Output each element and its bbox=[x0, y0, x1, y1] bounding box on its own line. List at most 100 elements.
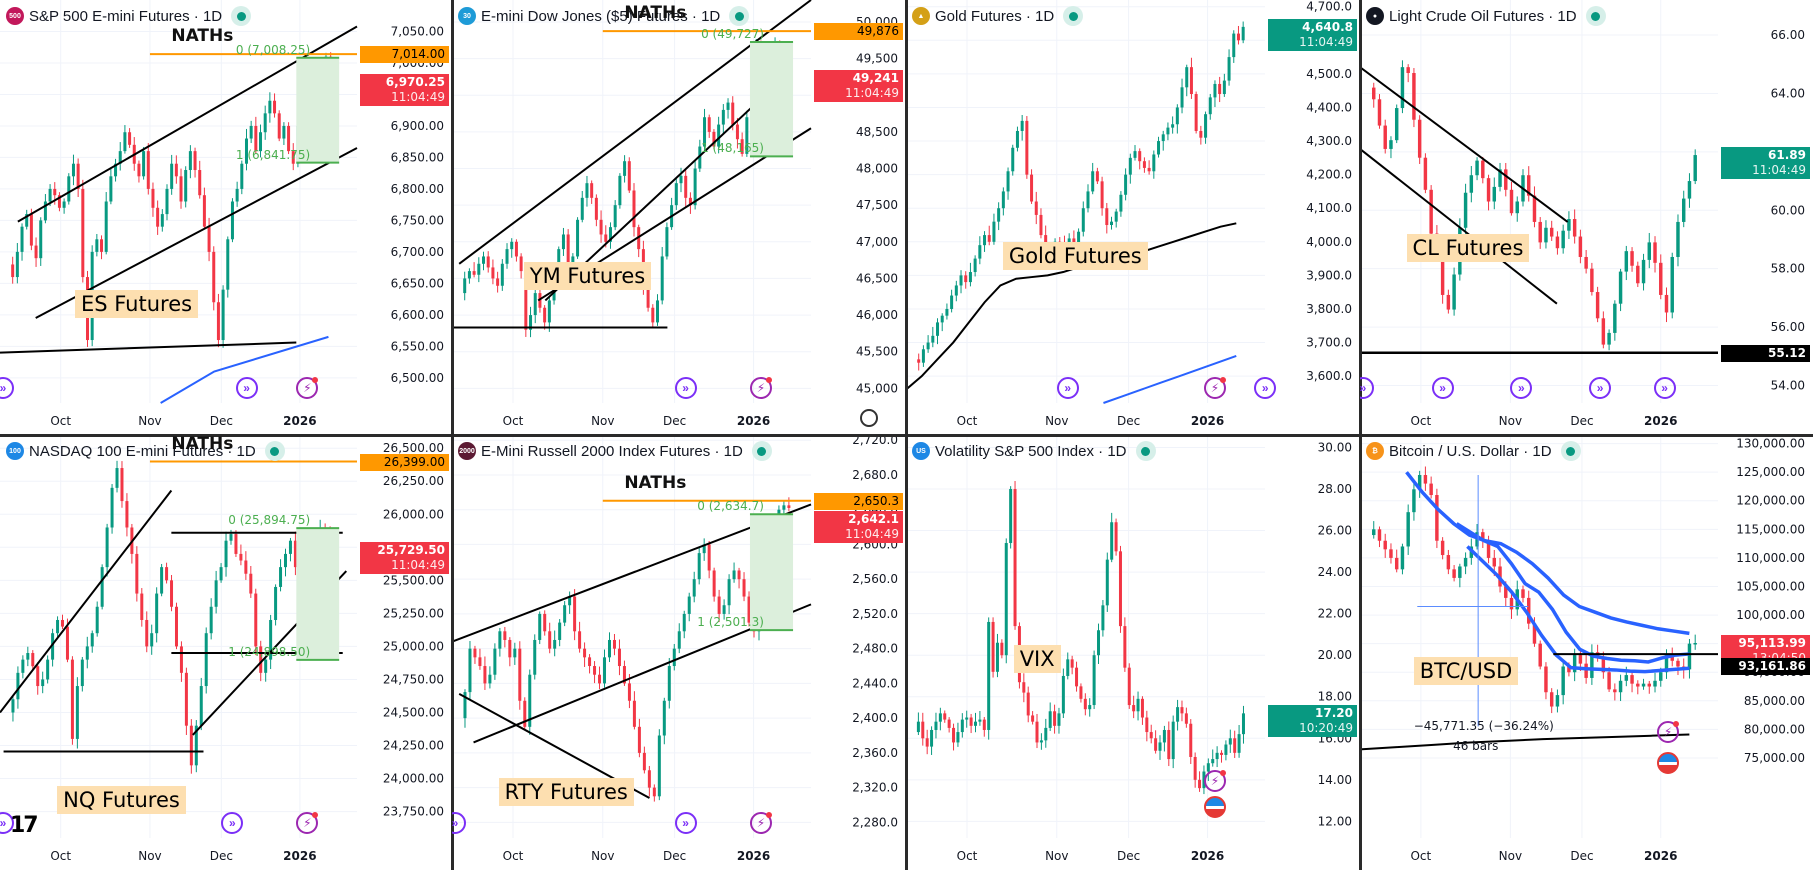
bar-countdown: 11:04:49 bbox=[845, 85, 899, 100]
symbol-title[interactable]: Light Crude Oil Futures · 1D bbox=[1389, 7, 1577, 25]
svg-text:4,300.0: 4,300.0 bbox=[1306, 134, 1352, 148]
replay-icon[interactable]: » bbox=[1510, 377, 1533, 399]
price-chart-ym[interactable]: 50,00049,50049,00048,50048,00047,50047,0… bbox=[452, 0, 906, 435]
svg-text:60.00: 60.00 bbox=[1771, 203, 1805, 217]
symbol-title[interactable]: E-mini Dow Jones ($5) Futures · 1D bbox=[481, 7, 721, 25]
chart-panel-es[interactable]: 0 (7,008.25) 1 (6,841.75)7,050.007,000.00… bbox=[0, 0, 452, 435]
symbol-legend[interactable]: 100 NASDAQ 100 E-mini Futures · 1D bbox=[6, 441, 285, 461]
symbol-title[interactable]: Bitcoin / U.S. Dollar · 1D bbox=[1389, 442, 1552, 460]
replay-icon[interactable]: » bbox=[674, 377, 697, 399]
price-chart-rty[interactable]: 2,720.02,680.02,640.02,600.02,560.02,520… bbox=[452, 435, 906, 870]
symbol-logo-icon: ● bbox=[1366, 7, 1384, 25]
symbol-legend[interactable]: 500 S&P 500 E-mini Futures · 1D bbox=[6, 6, 252, 26]
svg-text:48,500: 48,500 bbox=[856, 125, 898, 139]
fib-level-1-label: 1 (48,165) bbox=[701, 141, 764, 156]
symbol-logo-icon: 500 bbox=[6, 7, 24, 25]
svg-text:2026: 2026 bbox=[1191, 849, 1224, 863]
chart-panel-gc[interactable]: 4,700.04,600.04,500.04,400.04,300.04,200… bbox=[906, 0, 1360, 435]
us-flag-icon[interactable] bbox=[1657, 752, 1680, 775]
replay-icon[interactable]: » bbox=[1431, 377, 1454, 399]
svg-text:110,000.00: 110,000.00 bbox=[1736, 551, 1805, 565]
symbol-legend[interactable]: US Volatility S&P 500 Index · 1D bbox=[912, 441, 1156, 461]
naths-label: NATHs bbox=[171, 26, 234, 47]
replay-icon[interactable]: » bbox=[1360, 377, 1374, 399]
replay-icon[interactable]: » bbox=[235, 377, 258, 399]
chart-panel-rty[interactable]: 0 (2,634.7)1 (2,501.3)2,720.02,680.02,64… bbox=[452, 435, 906, 870]
us-flag-icon[interactable] bbox=[1203, 796, 1226, 818]
price-chart-vix[interactable]: 30.0028.0026.0024.0022.0020.0018.0016.00… bbox=[906, 435, 1360, 870]
replay-icon[interactable]: » bbox=[1589, 377, 1612, 399]
horizontal-line-price-tag: 55.12 bbox=[1721, 344, 1810, 362]
svg-text:Oct: Oct bbox=[50, 414, 71, 428]
chart-annotation-label: ES Futures bbox=[74, 290, 199, 319]
replay-icon[interactable]: » bbox=[1653, 377, 1676, 399]
svg-text:3,700.0: 3,700.0 bbox=[1306, 336, 1352, 350]
last-price-value: 6,970.25 bbox=[385, 74, 445, 89]
price-chart-cl[interactable]: 66.0064.0062.0060.0058.0056.0054.00OctNo… bbox=[1360, 0, 1813, 435]
alert-flash-icon[interactable]: ⚡ bbox=[1657, 720, 1680, 743]
symbol-legend[interactable]: ₿ Bitcoin / U.S. Dollar · 1D bbox=[1366, 441, 1581, 461]
svg-text:24,000.00: 24,000.00 bbox=[383, 772, 444, 786]
symbol-title[interactable]: E-Mini Russell 2000 Index Futures · 1D bbox=[481, 442, 743, 460]
svg-text:66.00: 66.00 bbox=[1771, 28, 1805, 42]
svg-text:18.00: 18.00 bbox=[1318, 690, 1352, 704]
replay-icon[interactable]: » bbox=[1254, 377, 1277, 399]
chart-panel-cl[interactable]: 66.0064.0062.0060.0058.0056.0054.00OctNo… bbox=[1360, 0, 1813, 435]
market-open-status-icon bbox=[1560, 441, 1581, 461]
last-price-tag: 61.89 11:04:49 bbox=[1721, 147, 1810, 180]
last-price-value: 4,640.8 bbox=[1302, 19, 1353, 34]
tradingview-logo[interactable]: 17 bbox=[10, 813, 39, 838]
svg-text:2026: 2026 bbox=[1191, 414, 1224, 428]
symbol-title[interactable]: Gold Futures · 1D bbox=[935, 7, 1055, 25]
replay-icon[interactable]: » bbox=[1056, 377, 1079, 399]
svg-text:25,000.00: 25,000.00 bbox=[383, 639, 444, 653]
symbol-legend[interactable]: 30 E-mini Dow Jones ($5) Futures · 1D bbox=[458, 6, 750, 26]
replay-icon[interactable]: » bbox=[0, 812, 14, 834]
svg-text:Oct: Oct bbox=[1410, 414, 1431, 428]
chart-annotation-label: VIX bbox=[1013, 644, 1061, 673]
symbol-legend[interactable]: ▲ Gold Futures · 1D bbox=[912, 6, 1084, 26]
svg-text:26,500.00: 26,500.00 bbox=[383, 441, 444, 455]
price-chart-es[interactable]: 7,050.007,000.006,950.006,900.006,850.00… bbox=[0, 0, 452, 435]
svg-text:75,000.00: 75,000.00 bbox=[1744, 751, 1805, 765]
price-chart-gc[interactable]: 4,700.04,600.04,500.04,400.04,300.04,200… bbox=[906, 0, 1360, 435]
alert-flash-icon[interactable]: ⚡ bbox=[1203, 377, 1226, 399]
last-price-value: 49,241 bbox=[852, 70, 899, 85]
svg-text:85,000.00: 85,000.00 bbox=[1744, 694, 1805, 708]
chart-panel-nq[interactable]: 0 (25,894.75) 1 (24,898.50) 26,500.00 26,25… bbox=[0, 435, 452, 870]
alert-flash-icon[interactable]: ⚡ bbox=[749, 377, 772, 399]
alert-flash-icon[interactable]: ⚡ bbox=[296, 377, 319, 399]
symbol-title[interactable]: S&P 500 E-mini Futures · 1D bbox=[29, 7, 223, 25]
svg-text:100,000.00: 100,000.00 bbox=[1736, 608, 1805, 622]
fib-level-0-label: 0 (7,008.25) bbox=[235, 42, 311, 57]
chart-panel-ym[interactable]: 0 (49,727)1 (48,165)50,00049,50049,00048… bbox=[452, 0, 906, 435]
alert-flash-icon[interactable]: ⚡ bbox=[749, 812, 772, 834]
symbol-legend[interactable]: ● Light Crude Oil Futures · 1D bbox=[1366, 6, 1606, 26]
panel-divider-horizontal[interactable] bbox=[0, 434, 1813, 437]
alert-flash-icon[interactable]: ⚡ bbox=[1203, 770, 1226, 792]
svg-text:115,000.00: 115,000.00 bbox=[1736, 522, 1805, 536]
svg-text:12.00: 12.00 bbox=[1318, 814, 1352, 828]
symbol-legend[interactable]: 2000 E-Mini Russell 2000 Index Futures · … bbox=[458, 441, 772, 461]
replay-icon[interactable]: » bbox=[452, 812, 466, 834]
price-chart-nq[interactable]: 26,500.0026,250.0026,000.0025,750.0025,5… bbox=[0, 435, 452, 870]
chart-panel-btc[interactable]: 130,000.00 125,000.00 120,000.00 115,000.00… bbox=[1360, 435, 1813, 870]
symbol-title[interactable]: Volatility S&P 500 Index · 1D bbox=[935, 442, 1127, 460]
market-open-status-icon bbox=[1063, 6, 1084, 26]
alert-flash-icon[interactable]: ⚡ bbox=[296, 812, 319, 834]
chart-annotation-label: YM Futures bbox=[523, 261, 652, 290]
chart-panel-vix[interactable]: 30.00 28.00 26.00 24.00 22.00 20.00 18.00 16.00… bbox=[906, 435, 1360, 870]
chart-settings-icon[interactable] bbox=[860, 409, 878, 427]
replay-icon[interactable]: » bbox=[674, 812, 697, 834]
replay-icon[interactable]: » bbox=[221, 812, 244, 834]
svg-text:2,440.0: 2,440.0 bbox=[852, 676, 898, 690]
svg-text:45,500: 45,500 bbox=[856, 345, 898, 359]
replay-icon[interactable]: » bbox=[0, 377, 14, 399]
fib-level-0-label: 0 (2,634.7) bbox=[697, 499, 764, 514]
naths-label: NATHs bbox=[624, 3, 687, 24]
svg-text:6,750.00: 6,750.00 bbox=[391, 213, 444, 227]
symbol-title[interactable]: NASDAQ 100 E-mini Futures · 1D bbox=[29, 442, 256, 460]
svg-text:Nov: Nov bbox=[1499, 414, 1522, 428]
svg-text:24.00: 24.00 bbox=[1318, 565, 1352, 579]
svg-text:22.00: 22.00 bbox=[1318, 607, 1352, 621]
